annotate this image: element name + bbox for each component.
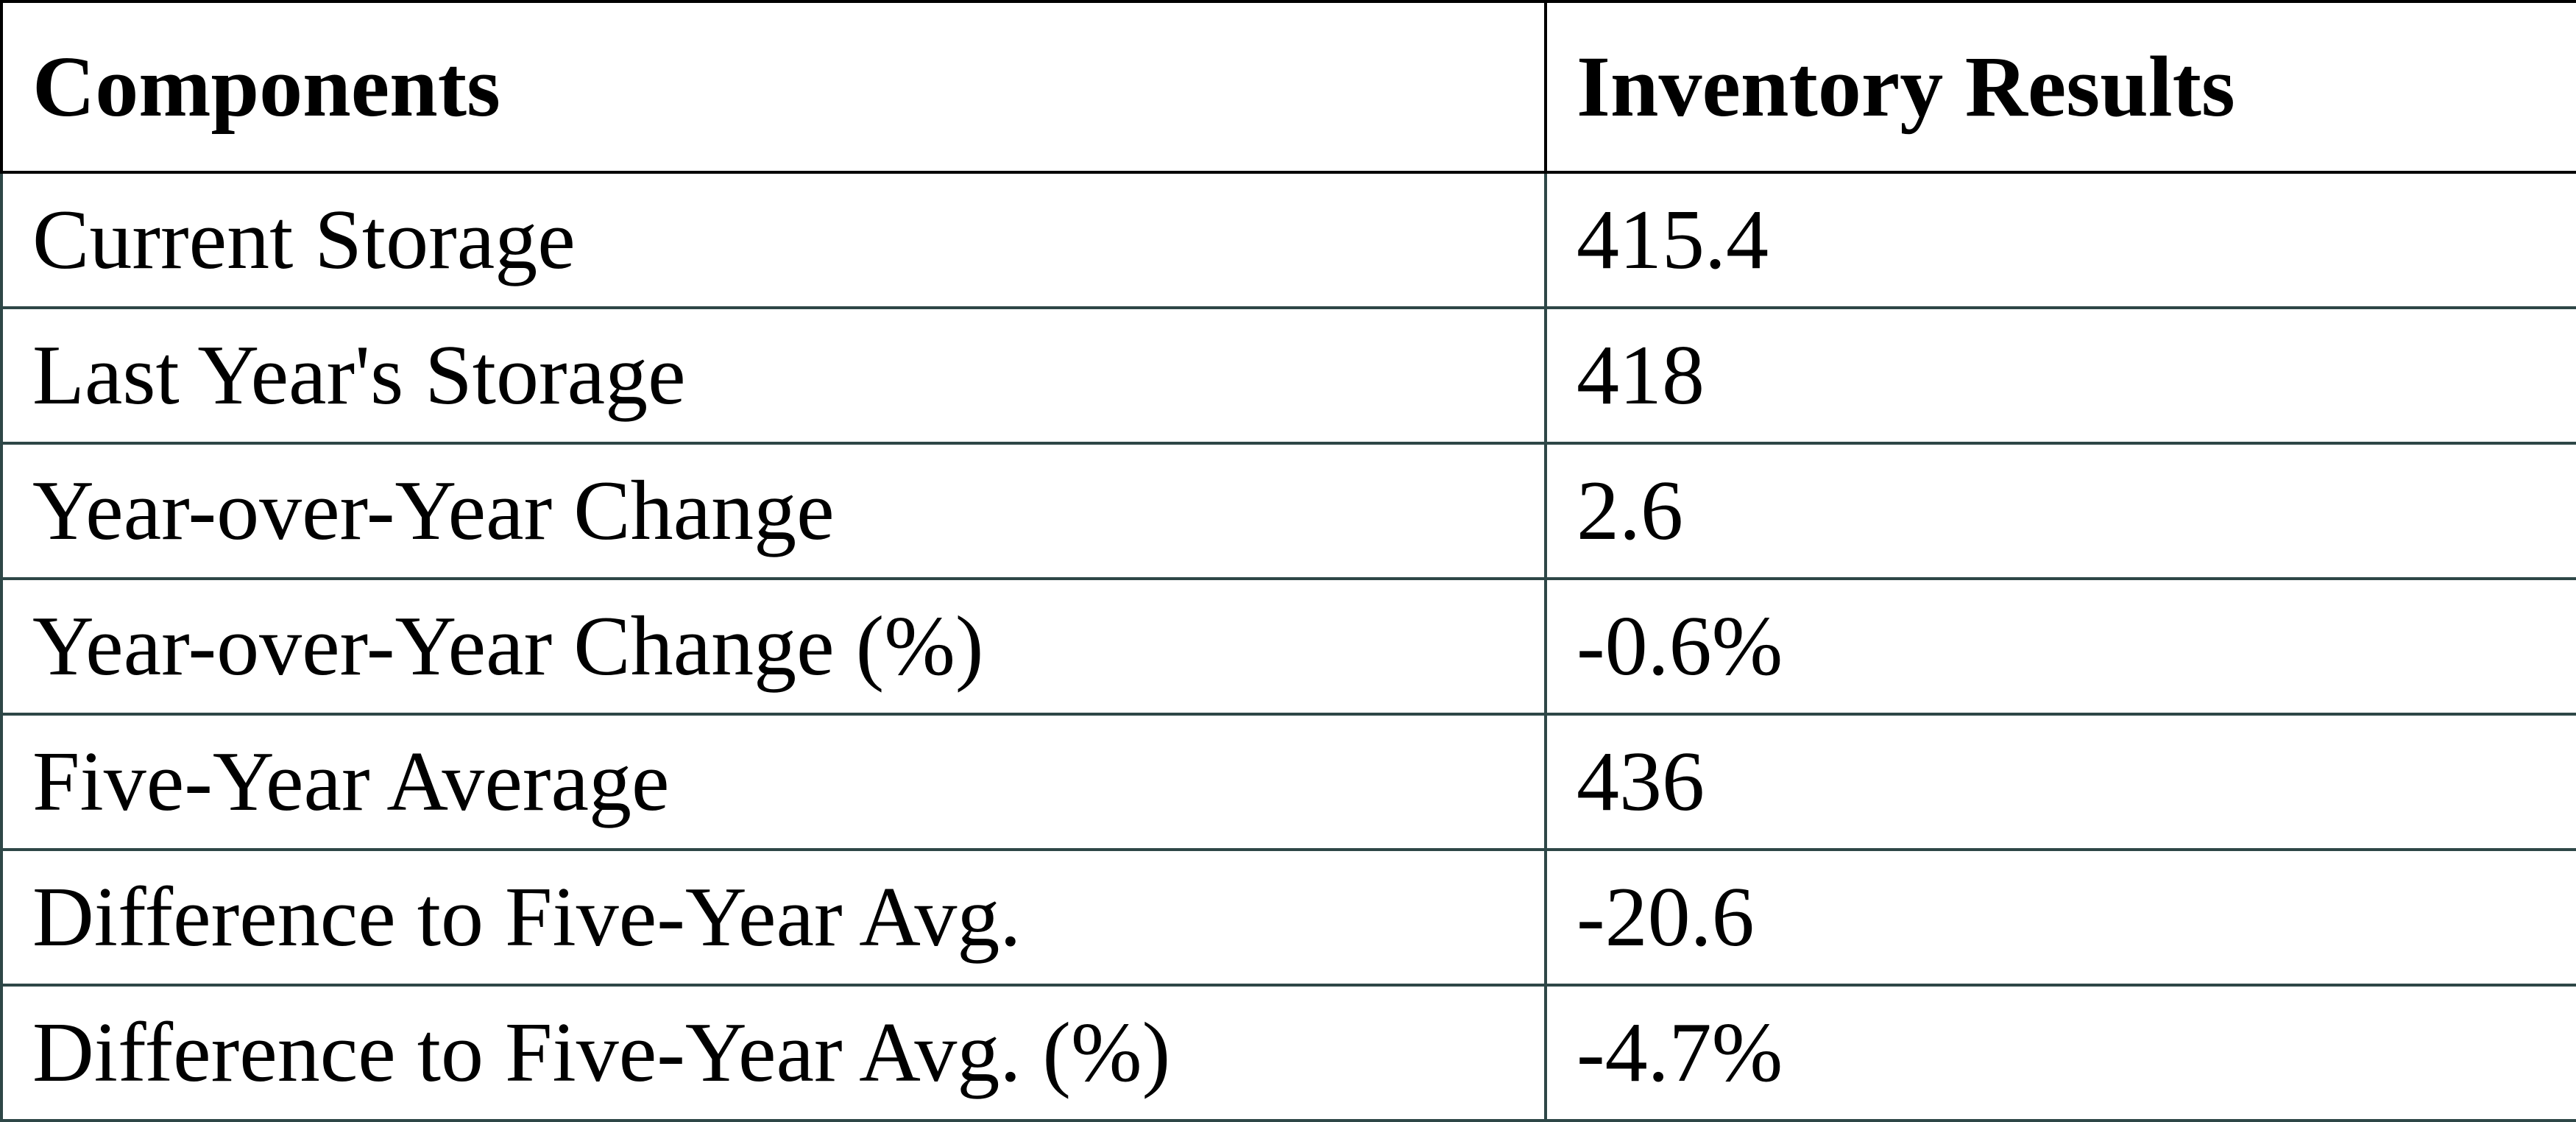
table-row: Last Year's Storage 418 [0,306,2576,445]
table-row: Year-over-Year Change 2.6 [0,442,2576,580]
result-cell: -4.7% [1544,984,2576,1122]
component-cell: Five-Year Average [0,713,1547,851]
header-row: Components Inventory Results [0,0,2576,174]
table-row: Difference to Five-Year Avg. (%) -4.7% [0,984,2576,1122]
result-cell: 436 [1544,713,2576,851]
result-cell: 2.6 [1544,442,2576,580]
component-cell: Year-over-Year Change (%) [0,577,1547,716]
component-cell: Year-over-Year Change [0,442,1547,580]
table-row: Five-Year Average 436 [0,713,2576,851]
table-row: Current Storage 415.4 [0,171,2576,309]
component-cell: Difference to Five-Year Avg. [0,848,1547,987]
header-cell: Components [0,0,1547,174]
result-cell: 418 [1544,306,2576,445]
table-body: Current Storage 415.4 Last Year's Storage 4… [0,171,2576,1122]
table-row: Year-over-Year Change (%) -0.6% [0,577,2576,716]
component-cell: Current Storage [0,171,1547,309]
header-cell: Inventory Results [1544,0,2576,174]
table-head: Components Inventory Results [0,0,2576,174]
result-cell: 415.4 [1544,171,2576,309]
result-cell: -0.6% [1544,577,2576,716]
component-cell: Difference to Five-Year Avg. (%) [0,984,1547,1122]
result-cell: -20.6 [1544,848,2576,987]
table-row: Difference to Five-Year Avg. -20.6 [0,848,2576,987]
component-cell: Last Year's Storage [0,306,1547,445]
